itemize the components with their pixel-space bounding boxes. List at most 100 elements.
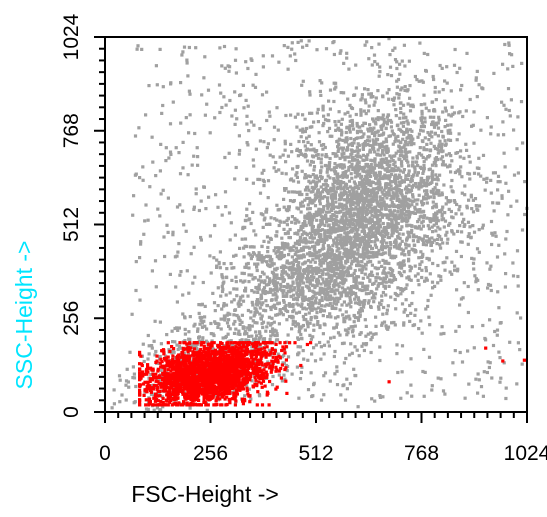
- ungated-event-point: [385, 121, 389, 125]
- ungated-event-point: [306, 207, 310, 211]
- ungated-event-point: [167, 156, 171, 160]
- ungated-event-point: [443, 139, 447, 143]
- ungated-event-point: [431, 177, 435, 181]
- ungated-event-point: [278, 287, 282, 291]
- ungated-event-point: [354, 374, 358, 378]
- ungated-event-point: [388, 118, 393, 123]
- ungated-event-point: [328, 107, 332, 111]
- ungated-event-point: [179, 270, 183, 274]
- ungated-event-point: [248, 217, 252, 221]
- ungated-event-point: [321, 190, 325, 194]
- ungated-event-point: [440, 325, 444, 329]
- ungated-event-point: [156, 207, 160, 211]
- ungated-event-point: [367, 178, 371, 182]
- ungated-event-point: [405, 391, 409, 395]
- ungated-event-point: [347, 126, 351, 130]
- ungated-event-point: [316, 225, 320, 229]
- ungated-event-point: [367, 104, 371, 108]
- ungated-event-point: [292, 179, 296, 183]
- ungated-event-point: [413, 243, 417, 247]
- ungated-event-point: [188, 92, 192, 96]
- ungated-event-point: [488, 283, 493, 287]
- ungated-event-point: [350, 330, 355, 334]
- ungated-event-point: [296, 303, 301, 307]
- ungated-event-point: [374, 276, 378, 280]
- ungated-event-point: [434, 164, 438, 168]
- ungated-event-point: [367, 221, 371, 225]
- ungated-event-point: [403, 156, 407, 160]
- ungated-event-point: [381, 290, 385, 295]
- ungated-event-point: [118, 378, 122, 382]
- ungated-event-point: [371, 117, 375, 121]
- ungated-event-point: [308, 278, 312, 282]
- ungated-event-point: [467, 154, 471, 159]
- ungated-event-point: [328, 176, 332, 180]
- ungated-event-point: [349, 172, 353, 176]
- ungated-event-point: [373, 160, 377, 164]
- ungated-event-point: [495, 333, 499, 337]
- ungated-event-point: [282, 278, 286, 282]
- ungated-event-point: [355, 257, 359, 261]
- ungated-event-point: [367, 57, 371, 61]
- ungated-event-point: [405, 158, 409, 162]
- ungated-event-point: [321, 147, 325, 151]
- ungated-event-point: [342, 165, 347, 169]
- ungated-event-point: [275, 333, 279, 338]
- ungated-event-point: [405, 213, 409, 217]
- ungated-event-point: [299, 201, 303, 205]
- ungated-event-point: [390, 167, 394, 171]
- ungated-event-point: [391, 97, 395, 101]
- ungated-event-point: [306, 325, 310, 329]
- ungated-event-point: [370, 296, 374, 300]
- ungated-event-point: [270, 327, 275, 331]
- ungated-event-point: [373, 296, 377, 300]
- ungated-event-point: [458, 172, 462, 176]
- ungated-event-point: [223, 66, 227, 70]
- ungated-event-point: [362, 237, 366, 241]
- ungated-event-point: [330, 193, 334, 197]
- ungated-event-point: [324, 178, 328, 182]
- ungated-event-point: [466, 284, 470, 289]
- ungated-event-point: [423, 279, 427, 283]
- ungated-event-point: [280, 273, 284, 277]
- ungated-event-point: [357, 148, 361, 152]
- ungated-event-point: [421, 238, 425, 242]
- ungated-event-point: [308, 304, 312, 309]
- ungated-event-point: [400, 219, 404, 223]
- ungated-event-point: [394, 217, 398, 221]
- ungated-event-point: [282, 44, 286, 48]
- ungated-event-point: [144, 407, 149, 411]
- ungated-event-point: [355, 174, 360, 178]
- ungated-event-point: [304, 284, 308, 288]
- ungated-event-point: [294, 259, 298, 263]
- ungated-event-point: [249, 120, 253, 124]
- ungated-event-point: [325, 237, 329, 241]
- ungated-event-point: [431, 120, 435, 124]
- ungated-event-point: [285, 219, 289, 223]
- ungated-event-point: [390, 200, 394, 204]
- ungated-event-point: [262, 239, 266, 243]
- ungated-event-point: [338, 165, 342, 169]
- ungated-event-point: [432, 125, 437, 129]
- ungated-event-point: [202, 185, 206, 189]
- ungated-event-point: [439, 147, 444, 151]
- ungated-event-point: [175, 343, 179, 347]
- ungated-event-point: [432, 196, 436, 200]
- ungated-event-point: [391, 142, 395, 146]
- ungated-event-point: [270, 383, 275, 387]
- ungated-event-point: [430, 175, 435, 179]
- ungated-event-point: [384, 293, 388, 297]
- ungated-event-point: [276, 302, 280, 306]
- ungated-event-point: [400, 239, 404, 243]
- ungated-event-point: [347, 240, 351, 244]
- ungated-event-point: [303, 328, 307, 332]
- ungated-event-point: [303, 173, 307, 177]
- ungated-event-point: [350, 262, 354, 266]
- ungated-event-point: [364, 267, 368, 271]
- ungated-event-point: [436, 210, 440, 214]
- ungated-event-point: [334, 222, 338, 226]
- ungated-event-point: [345, 148, 349, 152]
- ungated-event-point: [316, 156, 320, 160]
- ungated-event-point: [393, 140, 397, 144]
- ungated-event-point: [329, 297, 333, 301]
